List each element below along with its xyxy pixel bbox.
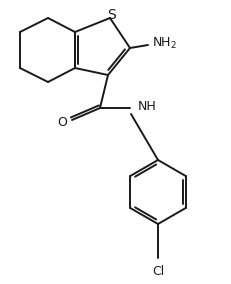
Text: S: S [107, 8, 116, 22]
Text: Cl: Cl [151, 265, 163, 278]
Text: NH$_2$: NH$_2$ [151, 36, 176, 51]
Text: NH: NH [137, 99, 156, 112]
Text: O: O [57, 116, 67, 128]
